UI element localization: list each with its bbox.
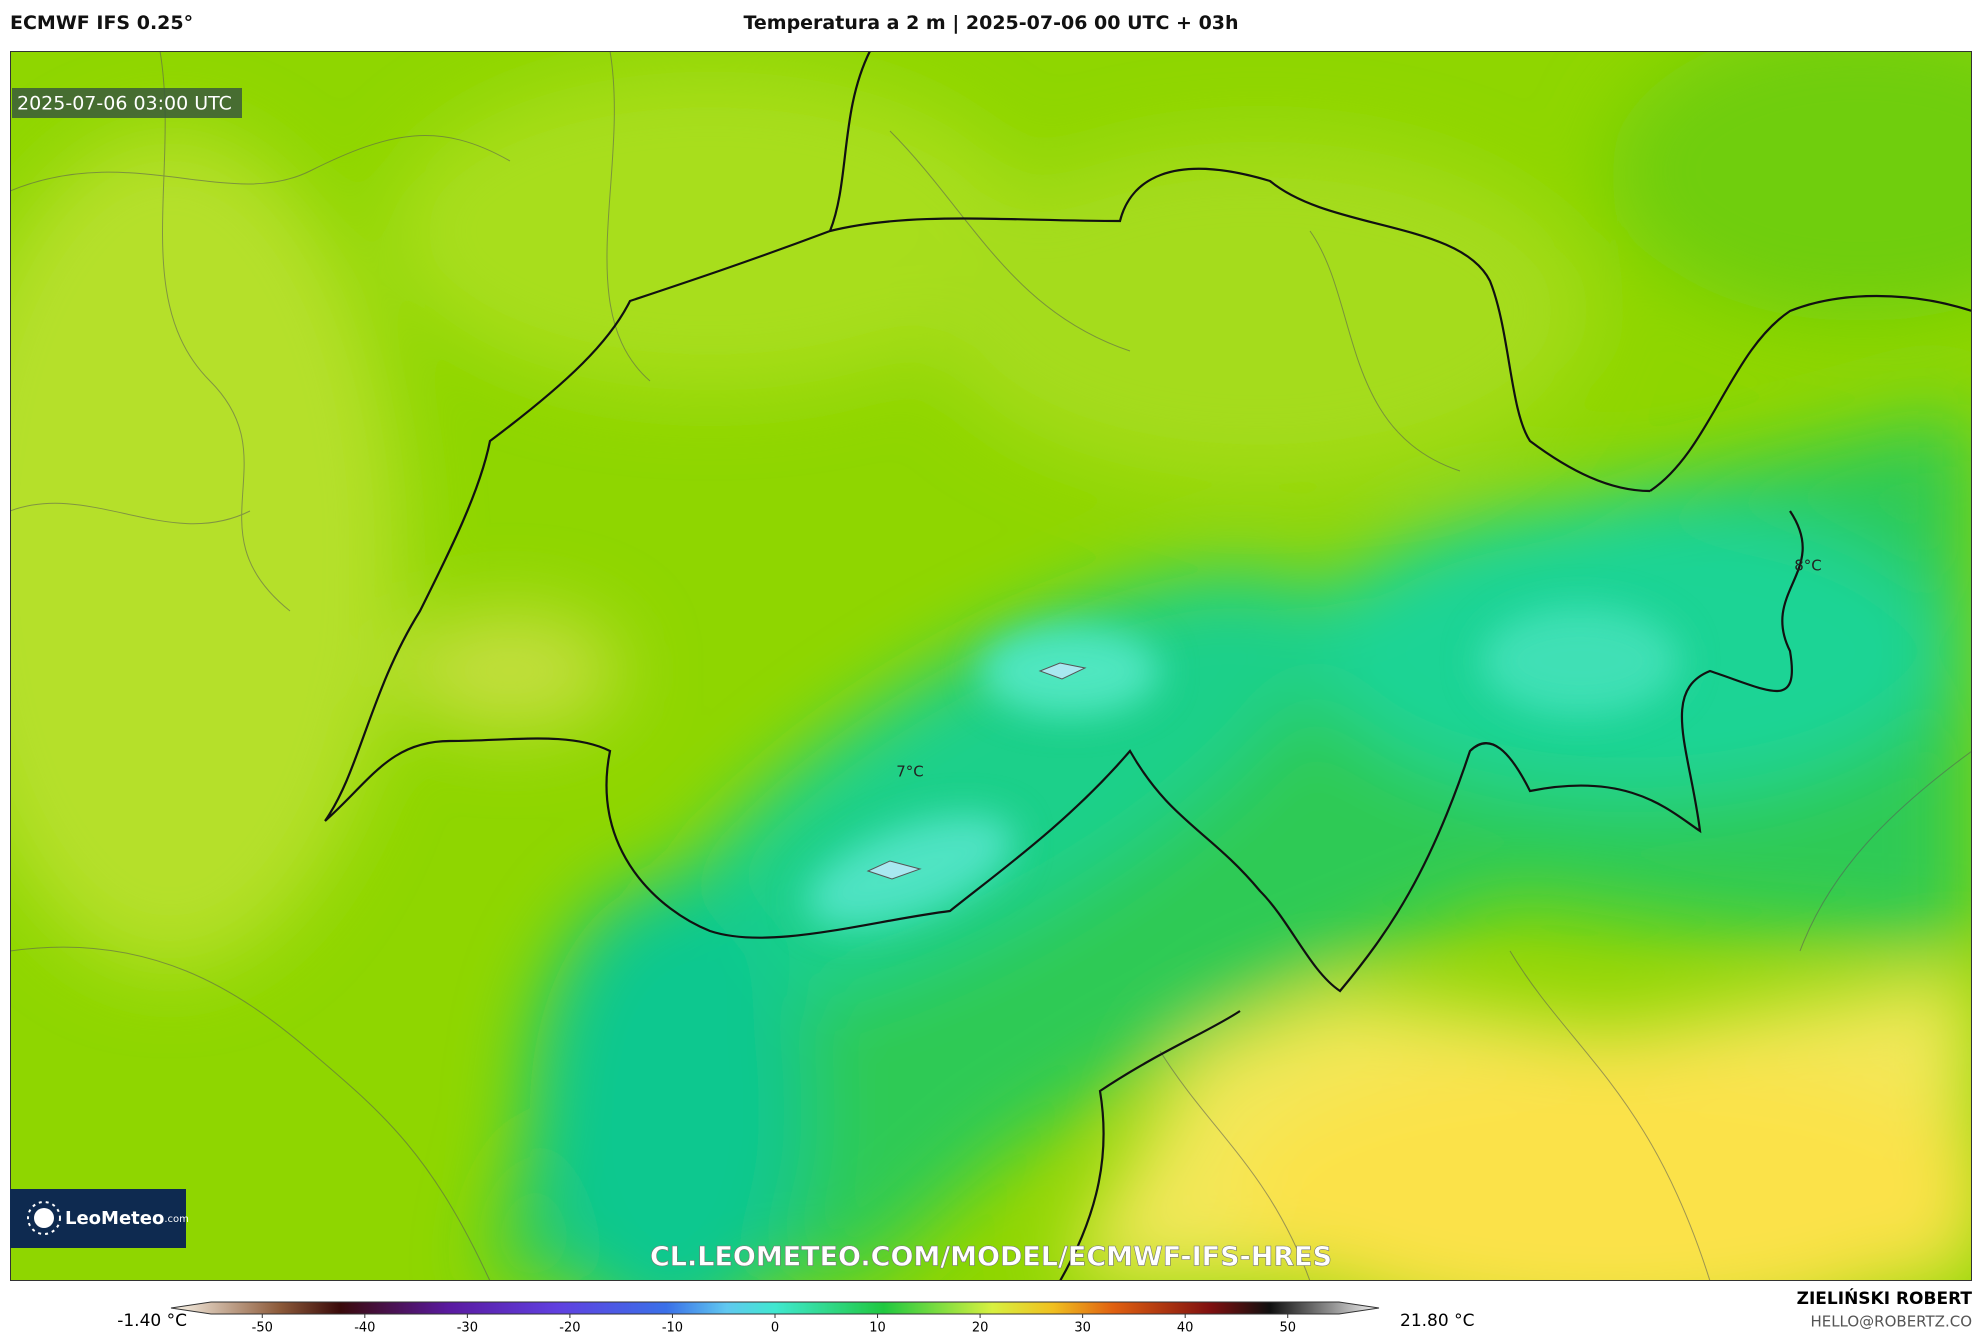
colorbar-min: -1.40 °C: [117, 1311, 187, 1331]
valid-time: 2025-07-06 03:00 UTC: [17, 93, 232, 115]
colorbar-tick-label: 10: [869, 1321, 886, 1336]
email: HELLO@ROBERTZ.CO: [1810, 1313, 1972, 1331]
colorbar-tick-label: -30: [457, 1321, 478, 1336]
point-label: 8°C: [1794, 557, 1822, 575]
colorbar-body: [170, 1301, 1380, 1315]
country-borders: [324, 51, 1972, 1281]
point-label: 7°C: [896, 763, 924, 781]
colorbar-max: 21.80 °C: [1400, 1311, 1474, 1331]
map-frame: [10, 51, 1972, 1281]
model-name: ECMWF IFS 0.25°: [10, 12, 194, 34]
logo-name: LeoMeteo: [65, 1208, 164, 1229]
colorbar-tick-label: 0: [771, 1321, 779, 1336]
author: ZIELIŃSKI ROBERT: [1797, 1287, 1973, 1309]
colorbar-tick-label: 20: [972, 1321, 989, 1336]
logo-text: LeoMeteo.com: [65, 1208, 189, 1229]
colorbar-tick-label: -50: [252, 1321, 273, 1336]
logo-suffix: .com: [164, 1214, 189, 1225]
colorbar-tick-label: 50: [1279, 1321, 1296, 1336]
colorbar-tick-label: 40: [1177, 1321, 1194, 1336]
colorbar-tick-label: 30: [1074, 1321, 1091, 1336]
colorbar: -50 -40 -30 -20 -10 0 10 20 30 40 50 -1.40 °C 21.8…: [117, 1287, 1973, 1336]
colorbar-tick-label: -20: [559, 1321, 580, 1336]
colorbar-tick-label: -10: [662, 1321, 683, 1336]
chart-title: Temperatura a 2 m | 2025-07-06 00 UTC + …: [743, 12, 1239, 34]
admin-borders: [10, 51, 1972, 1281]
logo-rays: [27, 1201, 61, 1235]
logo-sun: [34, 1208, 54, 1228]
valid-time-box: [12, 88, 242, 118]
source-url: CL.LEOMETEO.COM/MODEL/ECMWF-IFS-HRES: [650, 1242, 1332, 1273]
map: 2025-07-06 03:00 UTC 7°C 8°C LeoMeteo.co…: [10, 51, 1972, 1281]
colorbar-tick-label: -40: [354, 1321, 375, 1336]
